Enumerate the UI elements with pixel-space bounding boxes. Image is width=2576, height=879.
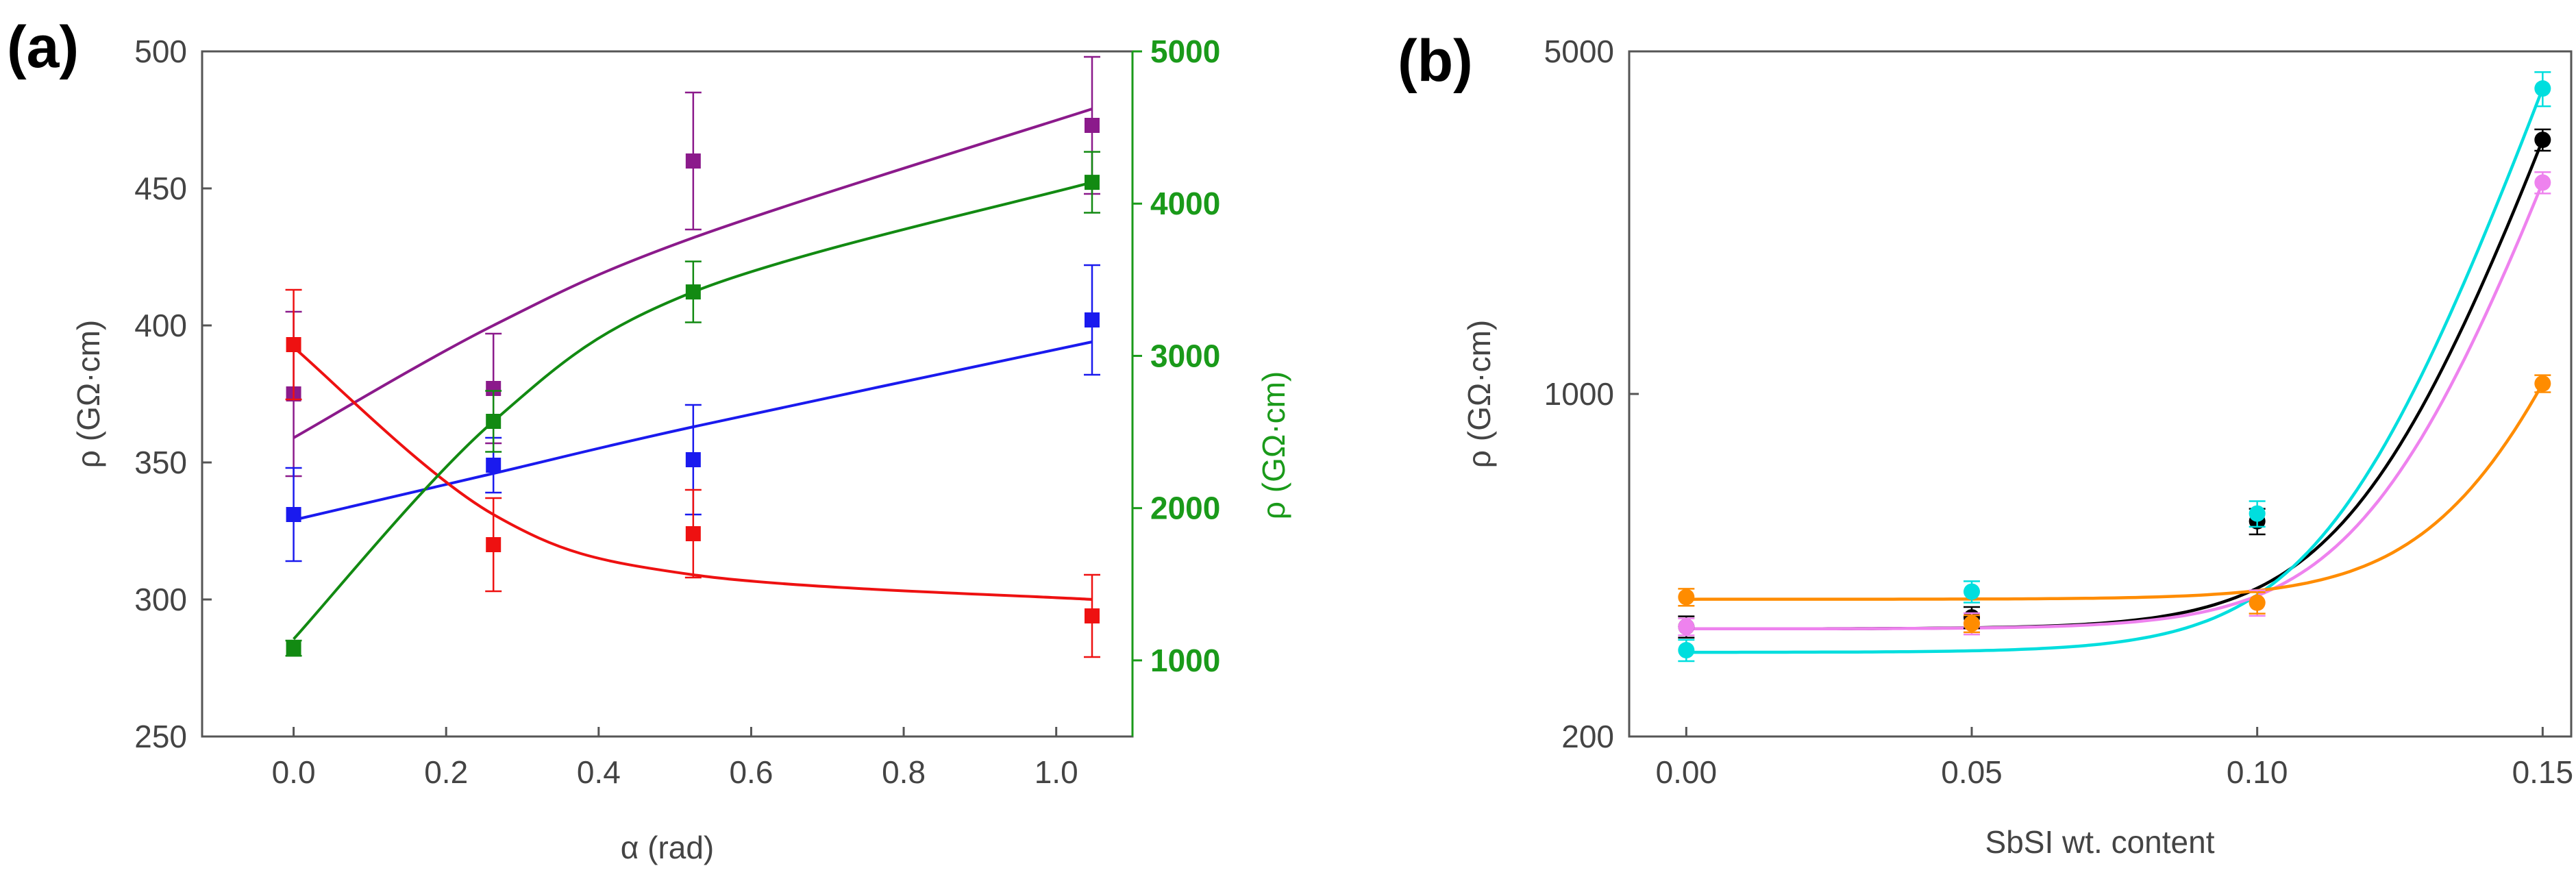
panel-b-fit-cyan [1686,88,2544,654]
panel-b-point-violet [2534,174,2551,191]
panel-a-y-axis-title-right: ρ (GΩ·cm) [1256,371,1291,519]
panel-a: 0.0 0.2 0.4 0.6 0.8 1.0 250 300 350 400 450 500 10… [71,34,1291,865]
panel-b-point-violet [1678,618,1695,635]
panel-a-point-purple [1085,118,1100,133]
panel-b-point-orange [2249,594,2266,611]
panel-a-point-purple [685,153,701,169]
panel-b-point-black [2534,132,2551,149]
panel-a-point-blue [286,507,301,522]
panel-a-x-axis-title: α (rad) [621,830,715,865]
panel-a-x-tick-label: 0.4 [577,754,621,790]
panel-a-y-tick-label-left: 450 [134,171,187,206]
panel-a-frame [201,50,1134,738]
panel-b-y-axis-title: ρ (GΩ·cm) [1461,320,1497,468]
panel-a-x-tick-label: 0.2 [424,754,468,790]
panel-b-y-tick-label: 5000 [1544,34,1614,69]
panel-a-fit-purple [293,108,1093,439]
panel-a-point-purple [486,381,501,396]
panel-a-point-green [486,414,501,429]
panel-b-x-tick-label: 0.05 [1941,754,2003,790]
panel-a-point-green [286,641,301,656]
panel-a-point-blue [685,452,701,467]
panel-b-point-cyan [2534,80,2551,97]
panel-label-a: (a) [7,14,79,80]
panel-a-y-tick-label-left: 400 [134,308,187,343]
panel-b-x-tick-label: 0.10 [2227,754,2288,790]
panel-a-y-axis-title-left: ρ (GΩ·cm) [71,320,106,468]
panel-a-point-red [685,526,701,541]
panel-a-point-blue [486,458,501,473]
panel-b-x-axis-title: SbSI wt. content [1985,824,2215,860]
panel-a-point-green [685,284,701,300]
panel-a-y-tick-label-right: 3000 [1150,338,1220,373]
panel-b-y-tick-label: 200 [1561,719,1614,754]
panel-a-fit-green [293,181,1093,641]
panel-label-b: (b) [1398,28,1473,94]
panel-b-fit-violet [1686,182,2544,631]
panel-a-fit-red [293,346,1093,601]
panel-a-point-red [286,337,301,352]
panel-b-point-orange [2534,375,2551,392]
panel-a-y-tick-label-right: 5000 [1150,34,1220,69]
panel-a-x-tick-label: 0.6 [729,754,773,790]
panel-a-y-tick-label-left: 500 [134,34,187,69]
panel-b-point-orange [1964,615,1980,632]
panel-b-x-tick-label: 0.15 [2512,754,2574,790]
panel-a-point-red [486,537,501,552]
panel-a-fit-blue [293,341,1093,521]
panel-a-x-tick-label: 0.8 [882,754,926,790]
panel-b-point-cyan [1678,642,1695,659]
panel-b-fit-black [1686,139,2544,631]
panel-b-fit-orange [1686,382,2544,601]
panel-b-x-tick-label: 0.00 [1656,754,1718,790]
panel-a-y-tick-label-right: 1000 [1150,643,1220,678]
panel-a-y-tick-label-right: 4000 [1150,186,1220,221]
panel-a-y-tick-label-left: 350 [134,445,187,480]
panel-a-x-tick-label: 0.0 [272,754,316,790]
panel-b-point-orange [1678,589,1695,606]
panel-a-y-tick-label-left: 300 [134,582,187,617]
panel-a-x-tick-label: 1.0 [1035,754,1078,790]
panel-b-y-tick-label: 1000 [1544,376,1614,412]
panel-b-point-cyan [2249,505,2266,522]
panel-a-y-tick-label-right: 2000 [1150,491,1220,526]
panel-a-y-tick-label-left: 250 [134,719,187,754]
panel-a-point-green [1085,175,1100,190]
panel-a-point-red [1085,608,1100,623]
panel-a-point-blue [1085,312,1100,327]
panel-b: 0.00 0.05 0.10 0.15 200 1000 5000 SbSI wt. co… [1461,34,2573,860]
panel-b-point-cyan [1964,583,1980,600]
